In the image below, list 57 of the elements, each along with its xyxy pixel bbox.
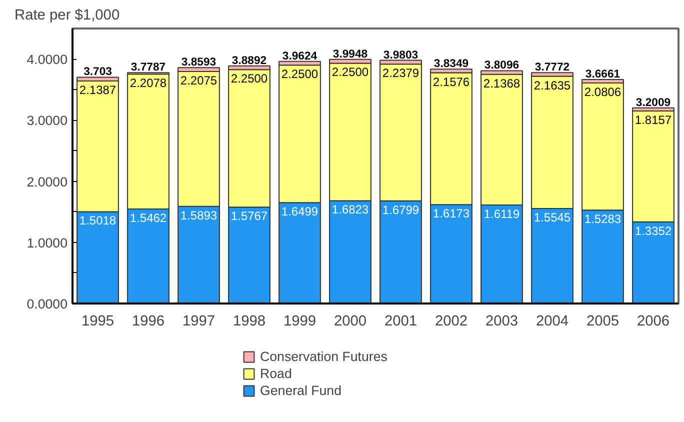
data-label: 1.6499 <box>281 204 318 219</box>
y-tick-label: 2.0000 <box>26 174 68 190</box>
data-label: 2.1387 <box>79 83 116 98</box>
x-tick-label: 1998 <box>232 314 266 330</box>
total-label: 3.8892 <box>232 54 267 67</box>
data-label: 1.5893 <box>180 208 218 222</box>
data-label: 1.3352 <box>634 224 672 238</box>
x-tick-label: 2005 <box>586 314 620 330</box>
total-label: 3.8096 <box>484 60 520 72</box>
y-axis-title: Rate per $1,000 <box>14 8 120 24</box>
total-label: 3.2009 <box>636 96 671 109</box>
x-tick-label: 1996 <box>132 314 165 330</box>
total-label: 3.8349 <box>434 58 469 70</box>
x-tick-label: 2000 <box>334 314 367 330</box>
y-tick-label: 1.0000 <box>26 235 68 250</box>
total-label: 3.7787 <box>130 62 166 74</box>
data-label: 2.1635 <box>534 78 571 92</box>
data-label: 1.6823 <box>332 202 369 217</box>
total-label: 3.9624 <box>282 50 318 62</box>
data-label: 2.2379 <box>382 66 420 80</box>
x-tick-label: 2004 <box>536 314 569 330</box>
total-label: 3.7772 <box>534 62 570 74</box>
data-label: 1.5283 <box>584 212 622 226</box>
data-label: 1.6119 <box>484 206 520 221</box>
legend-label: Conservation Futures <box>260 349 388 364</box>
x-tick-label: 2001 <box>384 314 418 330</box>
total-label: 3.703 <box>84 66 112 78</box>
data-label: 1.6799 <box>382 202 420 217</box>
x-tick-label: 1995 <box>81 314 114 330</box>
legend-label: General Fund <box>260 383 342 398</box>
x-tick-label: 2003 <box>485 314 518 330</box>
y-tick-label: 0.0000 <box>26 296 68 312</box>
data-label: 2.2500 <box>281 67 318 82</box>
data-label: 2.2078 <box>130 76 167 90</box>
data-label: 2.1576 <box>432 74 470 89</box>
legend-label: Road <box>260 366 292 381</box>
total-label: 3.8593 <box>181 56 216 69</box>
total-label: 3.9803 <box>383 49 418 62</box>
data-label: 1.6173 <box>432 206 470 221</box>
data-label: 2.2500 <box>332 65 369 80</box>
x-tick-label: 1997 <box>182 314 216 330</box>
data-label: 1.8157 <box>634 112 672 127</box>
x-tick-label: 2006 <box>636 314 670 330</box>
total-label: 3.9948 <box>332 48 368 60</box>
data-label: 2.2075 <box>180 73 218 88</box>
x-tick-label: 2002 <box>434 314 468 330</box>
data-label: 2.0806 <box>584 84 622 99</box>
y-tick-label: 4.0000 <box>26 52 68 68</box>
y-tick-label: 3.0000 <box>26 113 68 128</box>
data-label: 2.2500 <box>230 72 268 86</box>
data-label: 1.5767 <box>230 209 268 224</box>
x-tick-label: 1999 <box>283 314 316 330</box>
data-label: 1.5462 <box>130 211 167 226</box>
data-label: 1.5545 <box>534 210 571 225</box>
total-label: 3.6661 <box>585 68 620 80</box>
data-label: 2.1368 <box>483 76 520 90</box>
data-label: 1.5018 <box>79 214 116 228</box>
